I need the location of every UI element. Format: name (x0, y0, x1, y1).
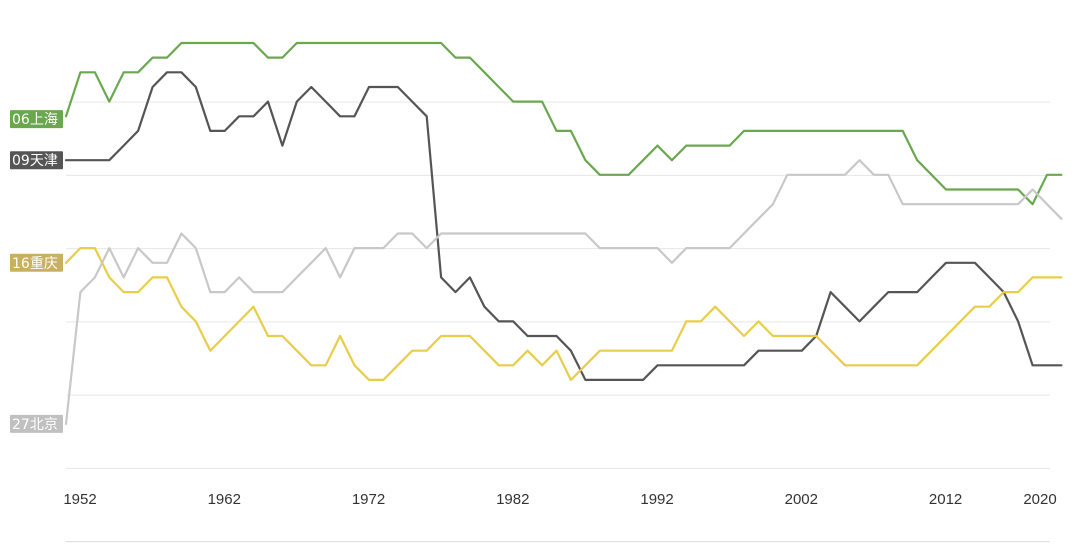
series-label: 06上海 (10, 110, 63, 129)
series-label-background (10, 414, 63, 433)
x-tick-label: 2012 (929, 491, 962, 508)
series-line (64, 159, 1063, 425)
series-label-background (10, 110, 63, 129)
series-label: 27北京 (10, 414, 63, 433)
x-tick-label: 1952 (63, 491, 96, 508)
series-line (64, 41, 1063, 206)
series-label-background (10, 151, 63, 170)
x-tick-label: 2002 (785, 491, 818, 508)
series-label-text: 16重庆 (12, 256, 58, 272)
series-label: 09天津 (10, 151, 63, 170)
series-line (64, 247, 1063, 381)
series-label-text: 09天津 (12, 153, 58, 169)
series-labels: 06上海 09天津 16重庆 27北京 (10, 110, 63, 433)
x-tick-label: 1972 (352, 491, 385, 508)
series-label-text: 06上海 (12, 112, 58, 128)
series-label-text: 27北京 (12, 417, 58, 433)
series-label: 16重庆 (10, 253, 63, 272)
series-label-background (10, 253, 63, 272)
series-line (64, 71, 1063, 381)
x-axis: 1952 1962 1972 1982 1992 2002 2012 2020 (63, 491, 1056, 508)
x-tick-label: 1982 (496, 491, 529, 508)
x-tick-label: 1992 (640, 491, 673, 508)
series-lines (64, 41, 1063, 425)
x-tick-label: 1962 (208, 491, 241, 508)
gridlines (66, 101, 1050, 543)
x-tick-label: 2020 (1023, 491, 1056, 508)
